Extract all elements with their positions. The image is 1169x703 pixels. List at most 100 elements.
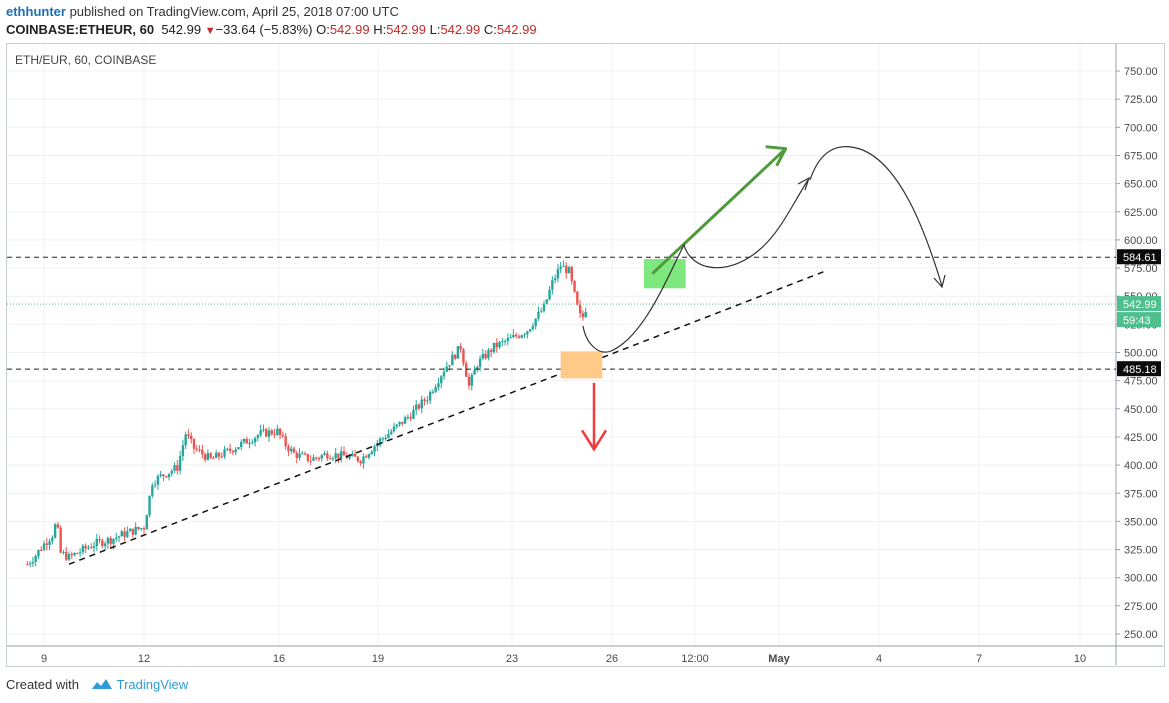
candle-body (420, 399, 423, 409)
projection-arrowhead-2 (933, 274, 946, 289)
candle-body (84, 545, 87, 549)
candle-body (134, 526, 137, 535)
candle-body (428, 392, 432, 401)
y-tick-label: 450.00 (1124, 404, 1158, 416)
candle-body (98, 538, 101, 541)
candle-body (553, 278, 557, 281)
candle-body (451, 354, 454, 366)
candle-body (523, 334, 526, 336)
x-tick-label: 26 (606, 653, 618, 665)
x-tick-label: 12:00 (681, 653, 709, 665)
candle-body (548, 289, 551, 300)
candle-body (201, 449, 204, 455)
x-tick-label: 16 (273, 653, 285, 665)
x-tick-label: 12 (138, 653, 150, 665)
x-tick-label: 10 (1074, 653, 1086, 665)
high-value: 542.99 (386, 22, 426, 37)
candle-body (256, 435, 260, 438)
candle-body (70, 553, 73, 556)
candle-body (245, 438, 248, 444)
y-tick-label: 425.00 (1124, 432, 1158, 444)
y-tick-label: 375.00 (1124, 488, 1158, 500)
candle-body (162, 474, 165, 477)
chart-symbol-label: ETH/EUR, 60, COINBASE (15, 53, 157, 67)
x-tick-label: May (768, 653, 790, 665)
projection-arrowhead-1 (797, 176, 811, 191)
candle-body (51, 537, 54, 542)
candle-body (142, 528, 146, 530)
candle-body (276, 428, 279, 435)
candle-body (187, 434, 190, 436)
candle-body (117, 536, 121, 538)
candle-body (37, 550, 40, 556)
candle-body (76, 553, 79, 555)
candle-body (326, 453, 329, 459)
candle-body (509, 337, 512, 339)
candle-body (353, 453, 357, 457)
footer: Created with TradingView (6, 677, 188, 693)
candle-body (95, 538, 98, 546)
candle-body (406, 416, 410, 418)
tradingview-brand-link[interactable]: TradingView (116, 677, 189, 692)
candle-body (373, 446, 376, 452)
candle-body (478, 358, 482, 368)
candle-body (253, 437, 257, 443)
candle-body (203, 454, 207, 460)
candle-body (559, 266, 562, 270)
candle-body (465, 363, 468, 377)
author-link[interactable]: ethhunter (6, 4, 66, 19)
candle-body (442, 371, 446, 377)
candle-body (448, 365, 451, 367)
publish-line: ethhunter published on TradingView.com, … (6, 4, 399, 19)
candle-body (248, 442, 251, 444)
candle-body (309, 460, 312, 462)
symbol-name: COINBASE:ETHEUR, 60 (6, 22, 155, 37)
candle-body (81, 545, 85, 553)
candle-body (551, 280, 554, 290)
candle-body (167, 473, 171, 478)
x-tick-label: 9 (41, 653, 47, 665)
candle-body (342, 451, 346, 456)
candle-body (90, 547, 93, 549)
candle-body (192, 438, 196, 449)
candle-body (320, 455, 323, 459)
projection-curve-1 (582, 179, 809, 353)
candle-body (395, 424, 398, 427)
candle-body (228, 448, 232, 451)
tradingview-logo-icon[interactable] (91, 678, 113, 693)
candle-body (323, 453, 326, 456)
candle-body (103, 543, 107, 546)
candle-body (123, 531, 126, 537)
candle-body (165, 476, 168, 478)
candle-body (281, 435, 285, 437)
candle-body (151, 485, 154, 496)
candle-body (148, 495, 151, 516)
candle-body (131, 528, 135, 535)
candle-body (534, 318, 537, 327)
current-price-label: 542.99 (1123, 299, 1157, 311)
candle-body (181, 445, 185, 457)
close-label: C: (483, 22, 497, 37)
candle-body (312, 457, 315, 461)
candle-body (270, 430, 273, 435)
symbol-line: COINBASE:ETHEUR, 60 542.99 ▼−33.64 (−5.8… (6, 22, 537, 37)
candle-body (56, 524, 60, 528)
candle-body (501, 341, 504, 343)
candle-body (398, 421, 401, 425)
candle-body (490, 349, 493, 352)
candle-body (417, 404, 421, 409)
candle-body (512, 334, 515, 338)
price-level-label: 584.61 (1123, 252, 1157, 264)
candle-body (231, 450, 235, 453)
support-trendline (68, 269, 828, 565)
candle-body (28, 563, 32, 565)
candle-body (295, 452, 298, 459)
candle-body (453, 354, 457, 359)
candle-body (537, 311, 540, 319)
candle-body (542, 303, 546, 312)
y-tick-label: 725.00 (1124, 94, 1158, 106)
candle-body (217, 452, 221, 457)
candle-body (156, 476, 160, 485)
candle-body (334, 453, 337, 459)
